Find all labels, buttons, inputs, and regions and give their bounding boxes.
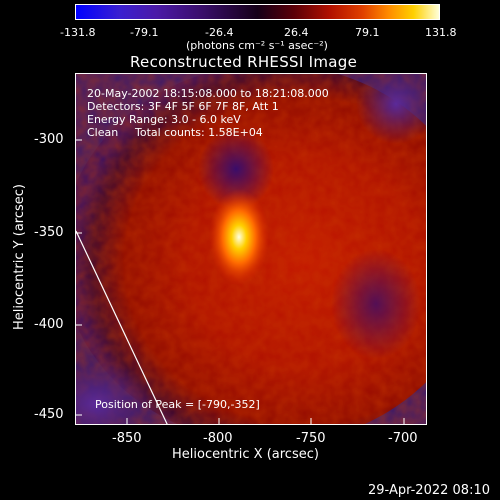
colorbar-units: (photons cm⁻² s⁻¹ asec⁻²) — [186, 39, 328, 52]
info-energy: Energy Range: 3.0 - 6.0 keV — [87, 113, 241, 126]
colorbar — [75, 4, 440, 20]
y-tick: -300 — [34, 132, 64, 147]
y-tick: -400 — [34, 317, 64, 332]
colorbar-tick: 131.8 — [425, 26, 457, 39]
y-tick: -350 — [34, 225, 64, 240]
colorbar-tick: 26.4 — [284, 26, 309, 39]
colorbar-tick: -131.8 — [60, 26, 96, 39]
rhessi-image-canvas — [76, 74, 426, 424]
colorbar-tick: 79.1 — [355, 26, 380, 39]
y-axis-label: Heliocentric Y (arcsec) — [12, 184, 27, 330]
x-tick: -850 — [112, 431, 142, 446]
y-tick: -450 — [34, 407, 64, 422]
colorbar-tick: -26.4 — [205, 26, 234, 39]
rhessi-image: 20-May-2002 18:15:08.000 to 18:21:08.000… — [75, 73, 427, 425]
colorbar-tick: -79.1 — [130, 26, 159, 39]
plot-title: Reconstructed RHESSI Image — [130, 53, 358, 71]
info-time: 20-May-2002 18:15:08.000 to 18:21:08.000 — [87, 87, 329, 100]
x-axis-label: Heliocentric X (arcsec) — [172, 447, 319, 462]
x-tick: -700 — [388, 431, 418, 446]
timestamp: 29-Apr-2022 08:10 — [368, 483, 490, 498]
peak-position: Position of Peak = [-790,-352] — [95, 398, 260, 411]
info-detectors: Detectors: 3F 4F 5F 6F 7F 8F, Att 1 — [87, 100, 279, 113]
x-tick: -800 — [203, 431, 233, 446]
info-counts: Total counts: 1.58E+04 — [135, 126, 263, 139]
x-tick: -750 — [296, 431, 326, 446]
info-clean: Clean — [87, 126, 119, 139]
